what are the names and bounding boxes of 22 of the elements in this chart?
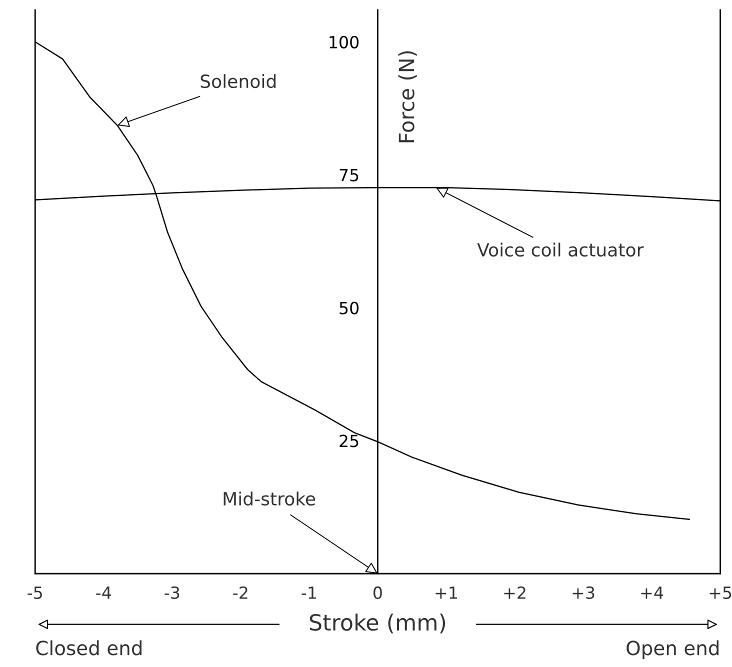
annotation: Voice coil actuator — [477, 242, 644, 257]
x-tick-label: 0 — [374, 586, 382, 600]
x-axis-title: Stroke (mm) — [310, 614, 446, 634]
text: Open end — [626, 640, 719, 660]
x-tick-label: +3 — [572, 586, 594, 600]
y-axis-title: Force (N) — [398, 51, 417, 142]
x-tick-label: +5 — [710, 586, 732, 600]
y-tick-label: 25 — [340, 434, 358, 448]
x-tick-label: +1 — [436, 586, 457, 599]
y-tick-label: 75 — [340, 169, 358, 182]
y-tick-label: 50 — [340, 302, 359, 314]
annotation: Mid-stroke — [224, 492, 316, 506]
x-tick-label: -4 — [96, 586, 112, 599]
x-tick-label: -3 — [164, 586, 180, 600]
text: Closed end — [36, 640, 142, 656]
x-tick-label: +4 — [641, 586, 664, 599]
x-tick-label: -5 — [28, 586, 42, 600]
y-tick-label: 100 — [330, 36, 359, 48]
x-tick-label: -1 — [302, 586, 316, 599]
x-tick-label: -2 — [233, 586, 248, 599]
x-tick-label: +2 — [504, 586, 526, 599]
annotation: Solenoid — [200, 74, 276, 88]
